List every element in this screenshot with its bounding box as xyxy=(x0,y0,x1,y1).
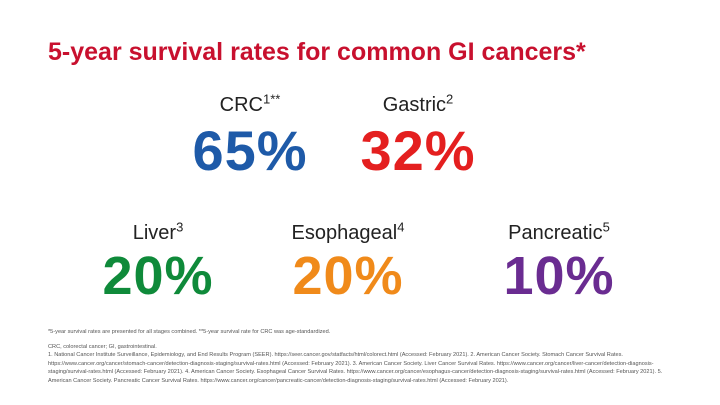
stat-value-esophageal: 20% xyxy=(292,246,404,306)
stat-value-gastric: 32% xyxy=(360,119,476,182)
stat-crc: CRC1** 65% xyxy=(180,91,320,182)
footnotes: *5-year survival rates are presented for… xyxy=(48,328,678,386)
stat-ref-liver: 3 xyxy=(176,219,184,235)
page-title: 5-year survival rates for common GI canc… xyxy=(48,38,586,66)
stat-ref-pancreatic: 5 xyxy=(602,219,610,235)
stat-ref-crc: 1** xyxy=(262,91,281,107)
stat-value-crc: 65% xyxy=(192,119,308,182)
footnote-abbreviations: CRC, colorectal cancer; GI, gastrointest… xyxy=(48,343,157,350)
stat-label-gastric: Gastric2 xyxy=(382,91,454,116)
stat-liver: Liver3 20% xyxy=(88,219,228,306)
stat-ref-esophageal: 4 xyxy=(397,219,405,235)
stat-value-pancreatic: 10% xyxy=(503,246,615,306)
stat-label-pancreatic: Pancreatic5 xyxy=(508,219,610,244)
stat-label-liver: Liver3 xyxy=(132,219,184,244)
footnote-note: *5-year survival rates are presented for… xyxy=(48,329,331,335)
stat-esophageal: Esophageal4 20% xyxy=(268,219,428,306)
stat-label-esophageal: Esophageal4 xyxy=(291,219,405,244)
stat-ref-gastric: 2 xyxy=(446,91,454,107)
stat-value-liver: 20% xyxy=(102,246,214,306)
stat-pancreatic: Pancreatic5 10% xyxy=(474,219,644,306)
footnote-references: 1. National Cancer Institute Surveillanc… xyxy=(48,352,663,384)
stat-label-crc: CRC1** xyxy=(219,91,281,116)
stat-gastric: Gastric2 32% xyxy=(348,91,488,182)
